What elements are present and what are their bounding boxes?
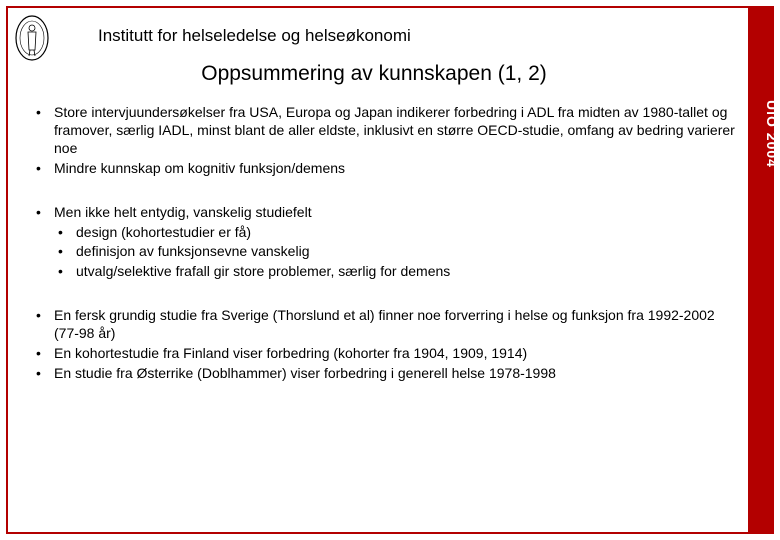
slide-content: Store intervjuundersøkelser fra USA, Eur… — [32, 104, 736, 385]
sub-list-item: utvalg/selektive frafall gir store probl… — [54, 263, 736, 281]
list-item: En kohortestudie fra Finland viser forbe… — [32, 345, 736, 363]
list-item: Mindre kunnskap om kognitiv funksjon/dem… — [32, 160, 736, 178]
uio-seal-icon — [14, 14, 50, 62]
slide-title: Oppsummering av kunnskapen (1, 2) — [0, 62, 748, 86]
list-item-text: Mindre kunnskap om kognitiv funksjon/dem… — [54, 160, 345, 176]
right-sidebar — [748, 6, 774, 534]
list-item-text: Store intervjuundersøkelser fra USA, Eur… — [54, 104, 735, 156]
bullet-list: Men ikke helt entydig, vanskelig studief… — [32, 204, 736, 282]
sub-list-item: design (kohortestudier er få) — [54, 224, 736, 242]
list-item: Men ikke helt entydig, vanskelig studief… — [32, 204, 736, 282]
sidebar-label: UiO 2004 — [754, 100, 780, 168]
bullet-group: Store intervjuundersøkelser fra USA, Eur… — [32, 104, 736, 178]
list-item: Store intervjuundersøkelser fra USA, Eur… — [32, 104, 736, 158]
list-item: En studie fra Østerrike (Doblhammer) vis… — [32, 365, 736, 383]
bullet-list: En fersk grundig studie fra Sverige (Tho… — [32, 307, 736, 383]
department-name: Institutt for helseledelse og helseøkono… — [98, 26, 411, 46]
bullet-group: Men ikke helt entydig, vanskelig studief… — [32, 204, 736, 282]
list-item-text: En studie fra Østerrike (Doblhammer) vis… — [54, 365, 556, 381]
list-item-text: En kohortestudie fra Finland viser forbe… — [54, 345, 527, 361]
list-item-text: En fersk grundig studie fra Sverige (Tho… — [54, 307, 715, 341]
list-item: En fersk grundig studie fra Sverige (Tho… — [32, 307, 736, 343]
bullet-group: En fersk grundig studie fra Sverige (Tho… — [32, 307, 736, 383]
list-item-text: Men ikke helt entydig, vanskelig studief… — [54, 204, 312, 220]
bullet-list: Store intervjuundersøkelser fra USA, Eur… — [32, 104, 736, 178]
sub-list-item: definisjon av funksjonsevne vanskelig — [54, 243, 736, 261]
sub-bullet-list: design (kohortestudier er få)definisjon … — [54, 224, 736, 282]
